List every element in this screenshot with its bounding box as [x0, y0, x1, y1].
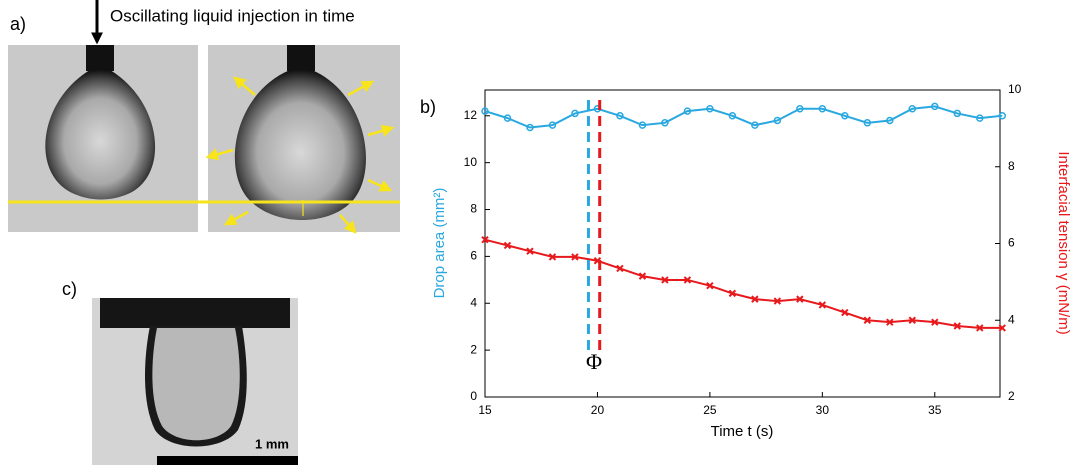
- point: [773, 116, 782, 125]
- y2-tick-label: 10: [1008, 82, 1022, 96]
- plot-frame: [484, 89, 1001, 398]
- point: [953, 109, 962, 118]
- point: [841, 112, 849, 120]
- point: [728, 289, 737, 298]
- point: [841, 308, 849, 317]
- drop-inner: [152, 328, 240, 441]
- point: [706, 282, 714, 290]
- point: [503, 241, 512, 250]
- point: [503, 114, 512, 122]
- point: [616, 112, 624, 120]
- phase-label: Φ: [586, 349, 602, 374]
- point: [886, 318, 894, 326]
- drop: [234, 70, 366, 220]
- scale-bar: [157, 456, 298, 465]
- point: [661, 119, 669, 127]
- point: [931, 318, 939, 326]
- y-tick-label: 12: [464, 108, 478, 122]
- point: [976, 324, 984, 332]
- y2-tick-label: 4: [1008, 312, 1015, 326]
- drop: [45, 70, 156, 200]
- arrows: [205, 76, 395, 234]
- y2-tick-label: 2: [1008, 389, 1015, 403]
- y-tick-label: 10: [464, 155, 478, 169]
- point: [818, 104, 827, 113]
- series-line: [484, 105, 1003, 129]
- point: [571, 253, 579, 261]
- scale-bar-label: 1 mm: [255, 436, 289, 451]
- y-tick-label: 8: [470, 202, 477, 216]
- point: [638, 121, 647, 129]
- point: [796, 295, 804, 303]
- point: [953, 322, 961, 330]
- panel-label: a): [10, 14, 26, 34]
- point: [728, 112, 737, 120]
- y-tick-label: 0: [470, 389, 477, 403]
- point: [481, 107, 489, 115]
- y2-tick-label: 8: [1008, 159, 1015, 173]
- point: [931, 102, 939, 111]
- point: [683, 276, 692, 284]
- x-axis-label: Time t (s): [711, 423, 774, 440]
- point: [481, 235, 489, 244]
- point: [773, 297, 782, 305]
- point: [863, 316, 872, 324]
- y-axis-label: Drop area (mm²): [431, 188, 448, 299]
- point: [526, 123, 534, 132]
- point: [683, 107, 692, 115]
- needle: [287, 45, 315, 71]
- point: [526, 247, 534, 255]
- point: [706, 104, 714, 113]
- x-tick-label: 30: [816, 403, 830, 417]
- point: [751, 121, 759, 129]
- x-tick-label: 15: [478, 403, 492, 417]
- point: [548, 121, 557, 129]
- point: [998, 112, 1006, 120]
- point: [886, 116, 894, 125]
- point: [998, 324, 1006, 332]
- y2-axis-label: Interfacial tension γ (mN/m): [1055, 151, 1072, 334]
- point: [818, 301, 827, 309]
- point: [548, 253, 557, 261]
- y2-tick-label: 6: [1008, 236, 1015, 250]
- point: [661, 276, 669, 284]
- panel-label: c): [62, 279, 77, 299]
- y-tick-label: 6: [470, 249, 477, 263]
- y-tick-label: 4: [470, 295, 477, 309]
- point: [796, 104, 804, 113]
- point: [863, 119, 872, 127]
- point: [976, 114, 984, 122]
- point: [908, 316, 917, 324]
- series-line: [484, 238, 1003, 329]
- point: [751, 295, 759, 303]
- point: [616, 264, 624, 273]
- point: [638, 272, 647, 280]
- x-tick-label: 35: [928, 403, 942, 417]
- point: [908, 104, 917, 113]
- panel-label: b): [420, 97, 436, 117]
- x-tick-label: 25: [703, 403, 717, 417]
- injection-label: Oscillating liquid injection in time: [110, 6, 355, 25]
- x-tick-label: 20: [591, 403, 605, 417]
- point: [571, 109, 579, 118]
- needle: [86, 45, 114, 71]
- needle: [100, 298, 290, 328]
- y-tick-label: 2: [470, 342, 477, 356]
